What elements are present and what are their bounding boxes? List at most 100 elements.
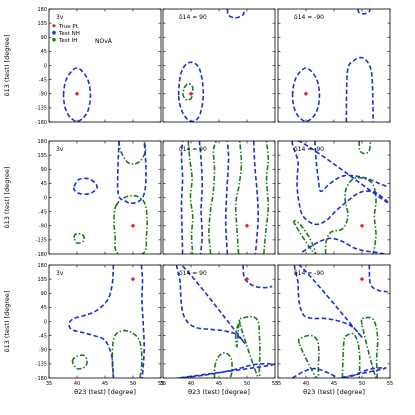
y-tick-label: -180 xyxy=(36,252,47,258)
true-point-marker xyxy=(359,276,365,282)
true-point-marker xyxy=(244,276,250,282)
panel-2: δ14 = 90 xyxy=(162,8,276,123)
y-tick-label: -135 xyxy=(36,362,47,368)
test-ih-contour xyxy=(118,141,147,165)
panel-3: δ14 = -90 xyxy=(277,8,391,123)
test-nh-contour xyxy=(198,141,204,254)
y-tick-label: 90 xyxy=(41,35,47,41)
x-tick-label: 50 xyxy=(130,381,136,387)
legend: True Pt. Test NH Test IH xyxy=(52,23,80,44)
test-ih-contour xyxy=(263,141,270,254)
y-tick-label: 0 xyxy=(44,195,47,201)
test-nh-contour xyxy=(242,265,273,289)
panel-1: 180 135 90 45 0 -45 -90 -135 -180 3ν xyxy=(36,7,162,126)
panel-label: δ14 = -90 xyxy=(294,14,324,21)
test-nh-contour xyxy=(140,265,146,378)
test-ih-contour xyxy=(111,329,143,378)
panel-contours xyxy=(291,141,390,254)
test-nh-contour xyxy=(175,265,246,344)
panel-label: 3ν xyxy=(56,146,64,153)
panel-contours xyxy=(291,9,374,122)
y-axis-label-row-2: δ13 (test) [degree] xyxy=(3,167,11,229)
x-tick-label: 55 xyxy=(272,381,278,387)
true-point-marker xyxy=(130,276,136,282)
y-tick-label: -90 xyxy=(39,348,47,354)
test-nh-contour xyxy=(62,67,92,122)
test-nh-contour xyxy=(226,9,245,19)
test-nh-contour xyxy=(292,367,338,378)
y-tick-label: 90 xyxy=(41,167,47,173)
panel-label: 3ν xyxy=(56,270,64,277)
panel-contours xyxy=(62,67,92,122)
x-axis-label-col-1: θ23 (test) [degree] xyxy=(74,388,136,396)
test-ih-contour xyxy=(187,141,194,254)
x-tick-label: 40 xyxy=(303,381,309,387)
test-nh-contour xyxy=(368,265,388,293)
y-tick-label: -45 xyxy=(39,209,47,215)
y-tick-label: 180 xyxy=(37,263,47,269)
test-ih-contour xyxy=(358,141,372,155)
test-ih-contour xyxy=(213,351,233,378)
y-tick-label: -135 xyxy=(36,238,47,244)
test-nh-contour xyxy=(299,237,385,254)
panel-frame xyxy=(277,140,391,255)
panel-contours xyxy=(177,9,245,122)
panel-8: 35 40 45 50 55 δ14 = 90 xyxy=(160,264,278,387)
test-nh-contour xyxy=(314,141,388,193)
test-nh-contour xyxy=(68,265,115,378)
true-point-marker xyxy=(130,223,136,228)
y-tick-label: 0 xyxy=(44,319,47,325)
true-point-marker xyxy=(359,223,365,228)
x-tick-label: 55 xyxy=(158,381,164,387)
test-ih-contour xyxy=(71,354,88,370)
y-tick-label: 135 xyxy=(37,277,47,283)
x-tick-label: 50 xyxy=(359,381,365,387)
true-point-marker xyxy=(303,91,309,96)
panel-contours xyxy=(292,265,388,378)
panel-label: δ14 = 90 xyxy=(179,14,207,21)
y-tick-label: -180 xyxy=(36,120,47,126)
y-tick-label: 45 xyxy=(41,305,47,311)
y-tick-label: 0 xyxy=(44,63,47,69)
panel-contours xyxy=(174,265,275,378)
x-tick-label: 40 xyxy=(188,381,194,387)
test-nh-contour xyxy=(73,177,98,196)
test-nh-contour xyxy=(291,67,321,122)
test-ih-contour xyxy=(73,232,86,245)
y-axis-label-row-1: δ13 (test) [degree] xyxy=(3,35,11,97)
y-tick-label: 180 xyxy=(37,7,47,13)
y-tick-label: 135 xyxy=(37,153,47,159)
y-tick-label: 180 xyxy=(37,139,47,145)
panel-frame xyxy=(277,8,391,123)
x-tick-label: 45 xyxy=(331,381,337,387)
panel-grid: 180 135 90 45 0 -45 -90 -135 -180 3ν δ14 = 90 δ14 =… xyxy=(36,7,394,387)
panel-label: δ14 = 90 xyxy=(179,146,207,153)
panel-contours xyxy=(68,265,146,378)
y-tick-label: 45 xyxy=(41,181,47,187)
test-nh-contour xyxy=(177,61,205,122)
y-tick-label: -90 xyxy=(39,92,47,98)
y-tick-label: -180 xyxy=(36,376,47,382)
legend-true-point-label: True Pt. xyxy=(58,24,80,30)
test-nh-contour xyxy=(345,56,374,122)
test-nh-contour xyxy=(357,9,371,15)
legend-true-point-marker xyxy=(52,23,56,28)
panel-label: δ14 = -90 xyxy=(294,270,324,277)
panel-contours xyxy=(73,141,148,254)
test-nh-contour xyxy=(180,141,184,254)
x-axis-label-col-3: θ23 (test) [degree] xyxy=(303,388,365,396)
test-ih-contour xyxy=(324,176,377,254)
test-ih-contour xyxy=(182,82,194,101)
y-tick-label: -135 xyxy=(36,106,47,112)
test-nh-contour xyxy=(116,141,147,204)
true-point-marker xyxy=(244,223,250,228)
y-tick-label: -90 xyxy=(39,224,47,230)
x-tick-label: 35 xyxy=(46,381,52,387)
test-ih-contour xyxy=(234,141,243,254)
panel-5: δ14 = 90 xyxy=(162,140,276,255)
x-axis-label-col-2: θ23 (test) [degree] xyxy=(188,388,250,396)
true-point-marker xyxy=(74,91,80,96)
x-tick-label: 40 xyxy=(74,381,80,387)
